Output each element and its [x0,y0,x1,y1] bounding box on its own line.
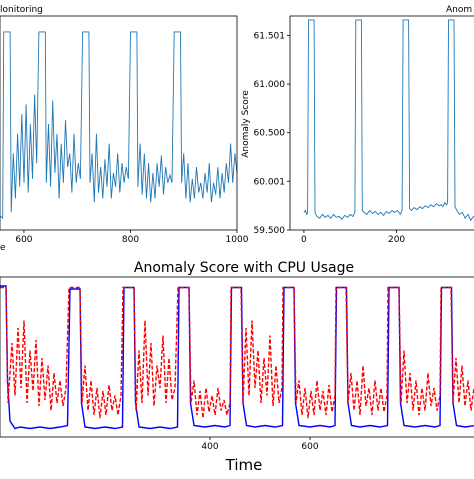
x-tick-label: 400 [201,442,218,452]
panel-2-x-ticks: 0 200 [301,230,405,245]
panel-2-ylabel: Anomaly Score [241,90,251,158]
x-tick-label: 600 [301,442,318,452]
panel-1-title: lonitoring [0,5,43,15]
panel-1-x-ticks: 600 800 1000 [15,230,249,245]
panel-2-y-ticks: 59.500 60.001 60.500 61.000 61.501 [254,31,290,236]
y-tick-label: 61.000 [254,80,286,90]
y-tick-label: 59.500 [254,226,286,236]
panel-2-title: Anom [446,5,472,15]
series-line [0,286,474,419]
x-tick-label: 800 [122,235,139,245]
panel-3-x-ticks: 400 600 [201,437,319,452]
series-line [0,31,238,219]
series-line [303,19,474,222]
panel-1-frame [0,15,238,231]
y-tick-label: 61.501 [254,31,286,41]
cpu-monitoring-panel: lonitoring 600 800 1000 e [0,5,249,253]
panel-1-plot [0,31,238,219]
y-tick-label: 60.001 [254,177,286,187]
panel-3-plot [0,285,474,430]
panel-3-xlabel: Time [225,456,263,474]
panel-2-plot [303,19,474,222]
x-tick-label: 600 [15,235,32,245]
anomaly-cpu-panel: Anomaly Score with CPU Usage 400 600 Time [0,260,474,474]
anomaly-score-panel: Anom 0 200 59.500 60.001 60.500 61.000 61.501… [241,5,474,245]
x-tick-label: 1000 [226,235,249,245]
y-tick-label: 60.500 [254,129,286,139]
panel-2-frame [289,15,474,231]
series-line [0,285,474,430]
x-tick-label: 200 [388,235,405,245]
panel-3-frame [0,276,474,438]
x-tick-label: 0 [301,235,307,245]
panel-3-title: Anomaly Score with CPU Usage [134,260,354,276]
panel-1-xlabel: e [0,243,6,253]
